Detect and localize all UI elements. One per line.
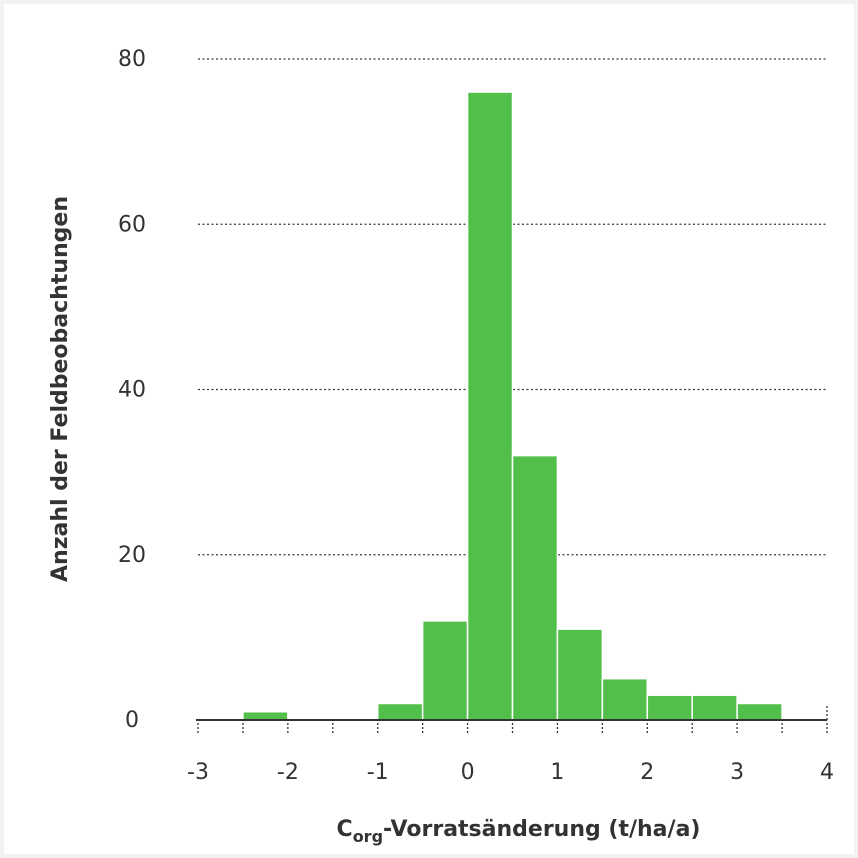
histogram-bar [691, 694, 738, 721]
x-axis-title-subscript: org [353, 827, 383, 846]
x-axis-title-main: C [337, 817, 353, 842]
y-axis-title: Anzahl der Feldbeobachtungen [48, 196, 73, 582]
x-tick-label: 3 [730, 760, 744, 785]
chart-panel: 0 20 40 60 80 -3 -2 -1 0 1 2 3 4 Anzahl der Feldbeo… [4, 4, 854, 854]
y-tick-label: 80 [118, 47, 146, 72]
x-tick-label: -3 [187, 760, 209, 785]
y-tick-label: 40 [118, 378, 146, 403]
histogram-bar [736, 702, 783, 721]
x-tick-label: -1 [367, 760, 389, 785]
histogram-bar [242, 710, 289, 721]
x-axis-title: Corg-Vorratsänderung (t/ha/a) [337, 817, 701, 846]
x-axis [196, 706, 828, 735]
histogram-chart: 0 20 40 60 80 -3 -2 -1 0 1 2 3 4 Anzahl der Feldbeo… [48, 47, 834, 846]
x-tick-label: 1 [550, 760, 564, 785]
x-tick-labels: -3 -2 -1 0 1 2 3 4 [187, 760, 834, 785]
histogram-bar [466, 91, 514, 721]
histogram-bar [601, 677, 649, 721]
gridlines [198, 58, 827, 556]
histogram-bar [511, 454, 559, 721]
histogram-bar [421, 620, 469, 721]
x-tick-label: 0 [461, 760, 475, 785]
x-tick-label: 4 [820, 760, 834, 785]
y-tick-label: 0 [125, 708, 139, 733]
y-tick-label: 20 [118, 543, 146, 568]
x-tick-label: 2 [640, 760, 654, 785]
histogram-bar [376, 702, 424, 721]
x-axis-title-rest: -Vorratsänderung (t/ha/a) [383, 817, 700, 842]
histogram-bar [556, 628, 604, 721]
histogram-bar [646, 694, 693, 721]
bars [242, 91, 783, 721]
y-tick-labels: 0 20 40 60 80 [118, 47, 146, 733]
x-tick-label: -2 [277, 760, 299, 785]
y-tick-label: 60 [118, 212, 146, 237]
